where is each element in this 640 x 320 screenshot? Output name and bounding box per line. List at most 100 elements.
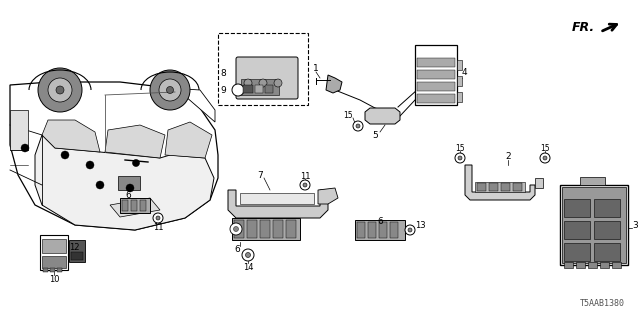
Polygon shape <box>42 120 100 152</box>
Polygon shape <box>318 188 338 204</box>
Circle shape <box>455 153 465 163</box>
Circle shape <box>234 227 239 231</box>
Bar <box>247 220 257 238</box>
Bar <box>122 200 128 211</box>
Bar <box>477 183 486 191</box>
Bar <box>564 243 590 261</box>
Bar <box>265 85 273 93</box>
Bar <box>535 178 543 188</box>
Polygon shape <box>35 135 214 230</box>
FancyBboxPatch shape <box>218 33 308 105</box>
Bar <box>140 200 146 211</box>
Bar <box>43 268 48 272</box>
Text: 11: 11 <box>153 223 163 233</box>
Text: FR.: FR. <box>572 20 595 34</box>
Text: 12: 12 <box>69 243 79 252</box>
Circle shape <box>458 156 462 160</box>
Bar <box>564 199 590 217</box>
Bar <box>417 70 455 79</box>
Bar <box>286 220 296 238</box>
Bar <box>10 110 28 150</box>
Bar <box>594 221 620 239</box>
Circle shape <box>56 86 64 94</box>
Bar <box>232 218 300 240</box>
Text: 6: 6 <box>234 245 240 254</box>
Bar <box>241 79 279 95</box>
Text: T5AAB1380: T5AAB1380 <box>580 299 625 308</box>
Bar <box>475 182 525 192</box>
Bar <box>417 82 455 91</box>
Bar <box>562 187 626 263</box>
Circle shape <box>246 252 250 258</box>
Circle shape <box>96 181 104 189</box>
Text: 4: 4 <box>462 68 468 76</box>
Bar <box>594 243 620 261</box>
Bar <box>120 198 150 213</box>
Bar <box>588 262 597 268</box>
Bar <box>355 220 405 240</box>
Polygon shape <box>326 75 342 93</box>
Bar <box>42 239 66 253</box>
Circle shape <box>303 183 307 187</box>
Polygon shape <box>165 122 212 158</box>
Text: 1: 1 <box>313 63 319 73</box>
Circle shape <box>274 79 282 87</box>
Text: 2: 2 <box>505 151 511 161</box>
Text: 6: 6 <box>125 191 131 201</box>
Circle shape <box>244 79 252 87</box>
Polygon shape <box>10 82 218 230</box>
Bar <box>612 262 621 268</box>
Circle shape <box>405 225 415 235</box>
Bar <box>368 222 376 238</box>
Circle shape <box>259 79 267 87</box>
Text: 3: 3 <box>632 220 637 229</box>
Bar <box>40 235 68 270</box>
Bar <box>501 183 510 191</box>
Bar <box>57 268 62 272</box>
Circle shape <box>153 213 163 223</box>
Bar <box>50 268 55 272</box>
Circle shape <box>132 159 140 166</box>
Bar <box>564 262 573 268</box>
Bar <box>457 76 462 86</box>
Circle shape <box>38 68 82 112</box>
Bar <box>417 58 455 67</box>
Bar <box>513 183 522 191</box>
Text: 5: 5 <box>372 131 378 140</box>
Bar <box>131 200 137 211</box>
Bar <box>234 220 244 238</box>
Bar <box>600 262 609 268</box>
Circle shape <box>48 78 72 102</box>
Text: 6: 6 <box>377 218 383 227</box>
Circle shape <box>150 70 190 110</box>
Text: 14: 14 <box>243 262 253 271</box>
Bar <box>255 85 263 93</box>
Circle shape <box>242 249 254 261</box>
Bar <box>457 60 462 70</box>
Text: 10: 10 <box>49 275 60 284</box>
Bar <box>560 185 628 265</box>
Polygon shape <box>365 108 400 124</box>
Circle shape <box>86 161 94 169</box>
Polygon shape <box>105 125 165 158</box>
Circle shape <box>156 216 160 220</box>
Bar <box>457 92 462 102</box>
Bar <box>273 220 283 238</box>
Bar <box>42 256 66 268</box>
Circle shape <box>159 79 181 101</box>
Circle shape <box>356 124 360 128</box>
Text: 7: 7 <box>257 171 263 180</box>
Bar <box>357 222 365 238</box>
Circle shape <box>540 153 550 163</box>
Text: 15: 15 <box>343 110 353 119</box>
Circle shape <box>61 151 69 159</box>
Bar <box>415 45 457 105</box>
Circle shape <box>408 228 412 232</box>
Circle shape <box>166 86 173 93</box>
Bar <box>243 85 253 93</box>
Text: 15: 15 <box>455 143 465 153</box>
Polygon shape <box>465 165 535 200</box>
Text: 11: 11 <box>300 172 310 180</box>
Bar <box>594 199 620 217</box>
Bar <box>71 252 83 260</box>
